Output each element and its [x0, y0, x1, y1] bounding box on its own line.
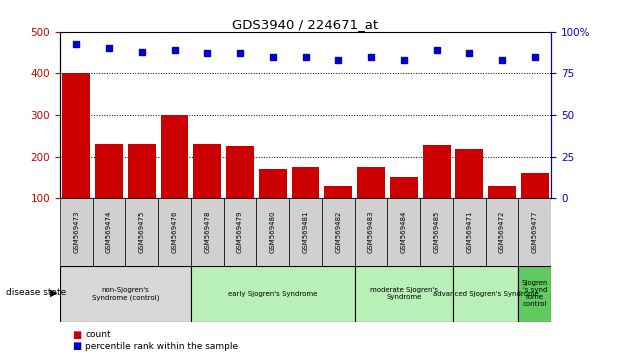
Bar	[518, 266, 551, 322]
Text: ▶: ▶	[50, 288, 57, 298]
Text: ■: ■	[72, 341, 82, 351]
Bar	[324, 186, 352, 240]
Bar	[423, 145, 450, 240]
Text: GSM569485: GSM569485	[433, 211, 440, 253]
Text: advanced Sjogren's Syndrome: advanced Sjogren's Syndrome	[433, 291, 539, 297]
Bar	[60, 266, 191, 322]
Bar	[193, 144, 221, 240]
Text: ■: ■	[72, 330, 82, 339]
Text: GSM569478: GSM569478	[204, 211, 210, 253]
Text: Sjogren
's synd
rome
control: Sjogren 's synd rome control	[522, 280, 548, 307]
Bar	[521, 173, 549, 240]
Bar	[62, 74, 90, 240]
Text: GSM569481: GSM569481	[302, 211, 309, 253]
Bar	[128, 144, 156, 240]
Bar	[158, 198, 191, 266]
Bar	[224, 198, 256, 266]
Bar	[453, 198, 486, 266]
Text: GSM569482: GSM569482	[335, 211, 341, 253]
Text: GSM569484: GSM569484	[401, 211, 407, 253]
Text: GSM569480: GSM569480	[270, 211, 276, 253]
Text: GSM569477: GSM569477	[532, 211, 538, 253]
Title: GDS3940 / 224671_at: GDS3940 / 224671_at	[232, 18, 379, 31]
Text: disease state: disease state	[6, 287, 67, 297]
Bar	[455, 149, 483, 240]
Bar	[161, 115, 188, 240]
Bar	[191, 198, 224, 266]
Bar	[95, 144, 123, 240]
Bar	[453, 266, 518, 322]
Bar	[518, 198, 551, 266]
Text: moderate Sjogren's
Syndrome: moderate Sjogren's Syndrome	[370, 287, 438, 300]
Bar	[259, 169, 287, 240]
Bar	[93, 198, 125, 266]
Bar	[256, 198, 289, 266]
Text: non-Sjogren's
Syndrome (control): non-Sjogren's Syndrome (control)	[91, 287, 159, 301]
Text: GSM569471: GSM569471	[466, 211, 472, 253]
Bar	[488, 186, 516, 240]
Bar	[60, 198, 93, 266]
Text: GSM569483: GSM569483	[368, 211, 374, 253]
Bar	[486, 198, 518, 266]
Bar	[357, 167, 385, 240]
Text: count: count	[85, 330, 111, 339]
Bar	[292, 167, 319, 240]
Bar	[390, 177, 418, 240]
Bar	[289, 198, 322, 266]
Bar	[355, 266, 453, 322]
Text: GSM569476: GSM569476	[171, 211, 178, 253]
Text: GSM569475: GSM569475	[139, 211, 145, 253]
Text: GSM569479: GSM569479	[237, 211, 243, 253]
Text: GSM569474: GSM569474	[106, 211, 112, 253]
Bar	[322, 198, 355, 266]
Text: GSM569473: GSM569473	[73, 211, 79, 253]
Bar	[226, 146, 254, 240]
Text: early Sjogren's Syndrome: early Sjogren's Syndrome	[228, 291, 318, 297]
Text: percentile rank within the sample: percentile rank within the sample	[85, 342, 238, 351]
Text: GSM569472: GSM569472	[499, 211, 505, 253]
Bar	[387, 198, 420, 266]
Bar	[191, 266, 355, 322]
Bar	[355, 198, 387, 266]
Bar	[420, 198, 453, 266]
Bar	[125, 198, 158, 266]
